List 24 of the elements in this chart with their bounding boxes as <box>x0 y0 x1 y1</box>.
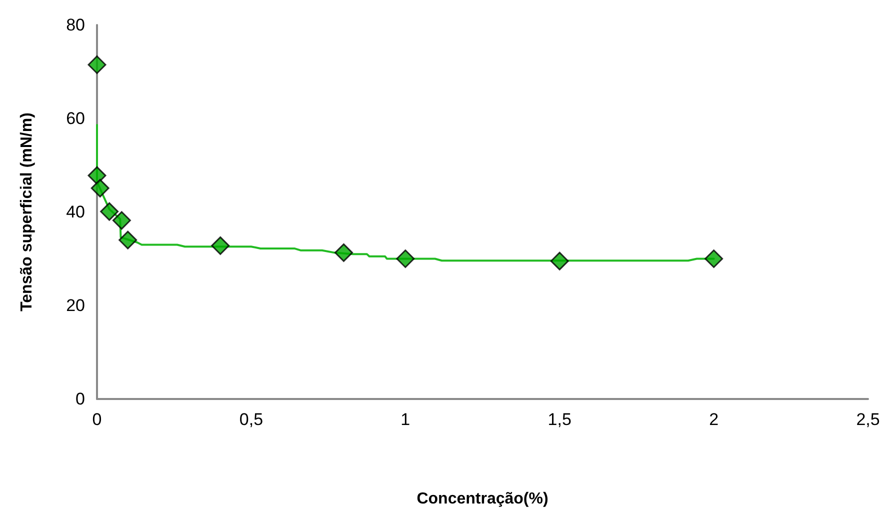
point <box>88 166 106 185</box>
x-tick-label: 2,5 <box>856 410 880 429</box>
x-tick-label: 0,5 <box>239 410 264 429</box>
y-tick-label: 20 <box>66 296 85 315</box>
point <box>100 202 119 221</box>
point <box>211 236 230 255</box>
y-tick-label: 80 <box>66 16 85 34</box>
y-tick-label: 60 <box>66 109 85 128</box>
point <box>334 243 353 262</box>
point <box>90 178 110 198</box>
x-axis-title: Concentração(%) <box>416 490 548 508</box>
point <box>704 250 724 268</box>
point <box>118 230 138 250</box>
point <box>88 55 106 74</box>
point <box>112 211 131 230</box>
x-tick-label: 0 <box>92 410 102 429</box>
x-tick-label: 1,5 <box>548 410 572 429</box>
point <box>550 252 569 270</box>
x-tick-label: 2 <box>709 410 719 429</box>
point <box>396 250 415 268</box>
x-tick-label: 1 <box>400 410 410 429</box>
y-tick-label: 40 <box>66 202 85 222</box>
y-axis-title: Tensão superficial (mN/m) <box>18 112 36 312</box>
y-tick-label: 0 <box>76 390 85 408</box>
